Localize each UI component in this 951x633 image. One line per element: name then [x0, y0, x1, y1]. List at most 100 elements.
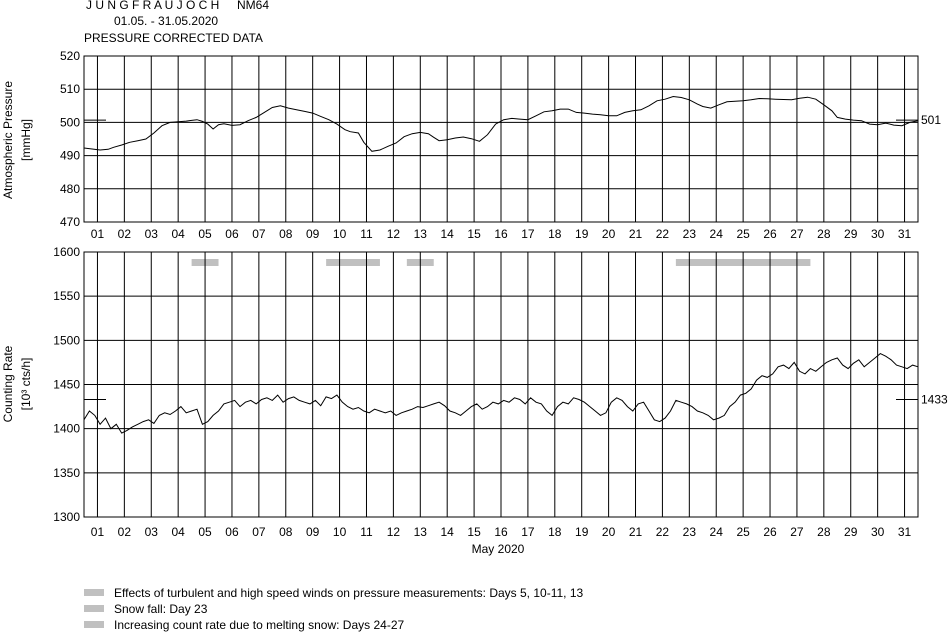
count-xtick-label-16: 17 [521, 525, 535, 539]
pressure-series-line-0 [83, 95, 919, 152]
count-xtick-label-1: 02 [118, 525, 132, 539]
count-xtick-label-11: 12 [387, 525, 401, 539]
legend-text-wind: Effects of turbulent and high speed wind… [114, 586, 583, 600]
legend-swatch-melting [84, 621, 104, 628]
count-ytick-label-5: 1550 [53, 289, 80, 303]
legend-text-melting: Increasing count rate due to melting sno… [114, 618, 404, 632]
count-xtick-label-13: 14 [441, 525, 455, 539]
count-ytick-label-3: 1450 [53, 378, 80, 392]
pressure-panel: 470 480 490 500 510 520 01 02 03 04 05 06 07 08 09 10 11… [60, 49, 941, 241]
pressure-xtick-label-5: 06 [225, 227, 239, 241]
count-xtick-label-17: 18 [548, 525, 562, 539]
pressure-xtick-label-17: 18 [548, 227, 562, 241]
pressure-ylabel-line1: Atmospheric Pressure [1, 81, 15, 199]
pressure-xtick-label-20: 21 [629, 227, 643, 241]
legend-swatch-snow [84, 605, 104, 612]
pressure-xtick-label-28: 29 [844, 227, 858, 241]
count-xtick-label-0: 01 [91, 525, 105, 539]
pressure-xtick-label-18: 19 [575, 227, 589, 241]
count-xtick-label-4: 05 [198, 525, 212, 539]
count-xtick-label-15: 16 [494, 525, 508, 539]
pressure-xtick-label-26: 27 [790, 227, 804, 241]
pressure-ytick-label-2: 490 [60, 149, 80, 163]
count-highlight-span-1 [326, 259, 380, 266]
count-xtick-label-18: 19 [575, 525, 589, 539]
pressure-xtick-label-7: 08 [279, 227, 293, 241]
pressure-xtick-label-8: 09 [306, 227, 320, 241]
count-xtick-label-24: 25 [736, 525, 750, 539]
pressure-xtick-label-25: 26 [763, 227, 777, 241]
pressure-xtick-label-9: 10 [333, 227, 347, 241]
count-xtick-label-6: 07 [252, 525, 266, 539]
pressure-ytick-label-1: 480 [60, 182, 80, 196]
count-xtick-label-8: 09 [306, 525, 320, 539]
pressure-mean-label: 501 [921, 113, 941, 127]
count-xtick-label-12: 13 [414, 525, 428, 539]
pressure-xtick-label-3: 04 [171, 227, 185, 241]
pressure-xtick-label-10: 11 [360, 227, 373, 241]
count-ytick-label-2: 1400 [53, 422, 80, 436]
pressure-xtick-label-27: 28 [817, 227, 831, 241]
count-mean-label: 1433 [921, 393, 948, 407]
count-ylabel-line1: Counting Rate [1, 345, 15, 422]
count-xtick-label-23: 24 [710, 525, 724, 539]
pressure-xtick-label-14: 15 [467, 227, 481, 241]
count-ytick-label-4: 1500 [53, 333, 80, 347]
count-xtick-label-14: 15 [467, 525, 481, 539]
pressure-xtick-label-12: 13 [414, 227, 428, 241]
pressure-frame [83, 55, 919, 223]
count-ytick-label-6: 1600 [53, 245, 80, 259]
count-ylabel-line2: [10³ cts/h] [19, 358, 33, 411]
pressure-xtick-label-0: 01 [91, 227, 105, 241]
count-xtick-label-7: 08 [279, 525, 293, 539]
x-axis-label: May 2020 [472, 542, 525, 556]
monitor-title: NM64 [237, 0, 269, 12]
count-frame [83, 251, 919, 518]
station-title: J U N G F R A U J O C H [86, 0, 219, 12]
period-title: 01.05. - 31.05.2020 [114, 14, 218, 28]
pressure-ytick-label-4: 510 [60, 82, 80, 96]
pressure-xtick-label-16: 17 [521, 227, 535, 241]
count-xtick-label-21: 22 [656, 525, 670, 539]
count-xtick-label-30: 31 [898, 525, 912, 539]
counting-rate-panel: 1300 1350 1400 1450 1500 1550 1600 01 02 03 04 05 06… [53, 245, 948, 539]
pressure-xtick-label-21: 22 [656, 227, 670, 241]
pressure-ylabel-line2: [mmHg] [19, 119, 33, 161]
pressure-xtick-label-1: 02 [118, 227, 132, 241]
count-series-line-0 [83, 353, 919, 434]
pressure-xtick-label-6: 07 [252, 227, 266, 241]
pressure-xtick-label-22: 23 [683, 227, 697, 241]
count-xtick-label-28: 29 [844, 525, 858, 539]
count-xtick-label-10: 11 [360, 525, 373, 539]
pressure-xtick-label-2: 03 [145, 227, 159, 241]
count-xtick-label-29: 30 [871, 525, 885, 539]
pressure-xtick-label-13: 14 [441, 227, 455, 241]
pressure-ytick-label-0: 470 [60, 215, 80, 229]
pressure-xtick-label-4: 05 [198, 227, 212, 241]
pressure-xtick-label-23: 24 [710, 227, 724, 241]
count-xtick-label-5: 06 [225, 525, 239, 539]
count-xtick-label-19: 20 [602, 525, 616, 539]
pressure-xtick-label-11: 12 [387, 227, 401, 241]
count-xtick-label-9: 10 [333, 525, 347, 539]
pressure-xtick-label-19: 20 [602, 227, 616, 241]
count-xtick-label-25: 26 [763, 525, 777, 539]
pressure-xtick-label-30: 31 [898, 227, 912, 241]
pressure-ytick-label-3: 500 [60, 115, 80, 129]
count-xtick-label-3: 04 [171, 525, 185, 539]
legend-swatch-wind [84, 589, 104, 596]
legend-text-snow: Snow fall: Day 23 [114, 602, 208, 616]
count-xtick-label-26: 27 [790, 525, 804, 539]
pressure-xtick-label-29: 30 [871, 227, 885, 241]
count-xtick-label-20: 21 [629, 525, 643, 539]
count-xtick-label-27: 28 [817, 525, 831, 539]
count-ytick-label-0: 1300 [53, 510, 80, 524]
pressure-xtick-label-15: 16 [494, 227, 508, 241]
pressure-ytick-label-5: 520 [60, 49, 80, 63]
subtitle: PRESSURE CORRECTED DATA [84, 31, 263, 45]
count-xtick-label-22: 23 [683, 525, 697, 539]
count-ytick-label-1: 1350 [53, 466, 80, 480]
count-xtick-label-2: 03 [145, 525, 159, 539]
pressure-xtick-label-24: 25 [736, 227, 750, 241]
